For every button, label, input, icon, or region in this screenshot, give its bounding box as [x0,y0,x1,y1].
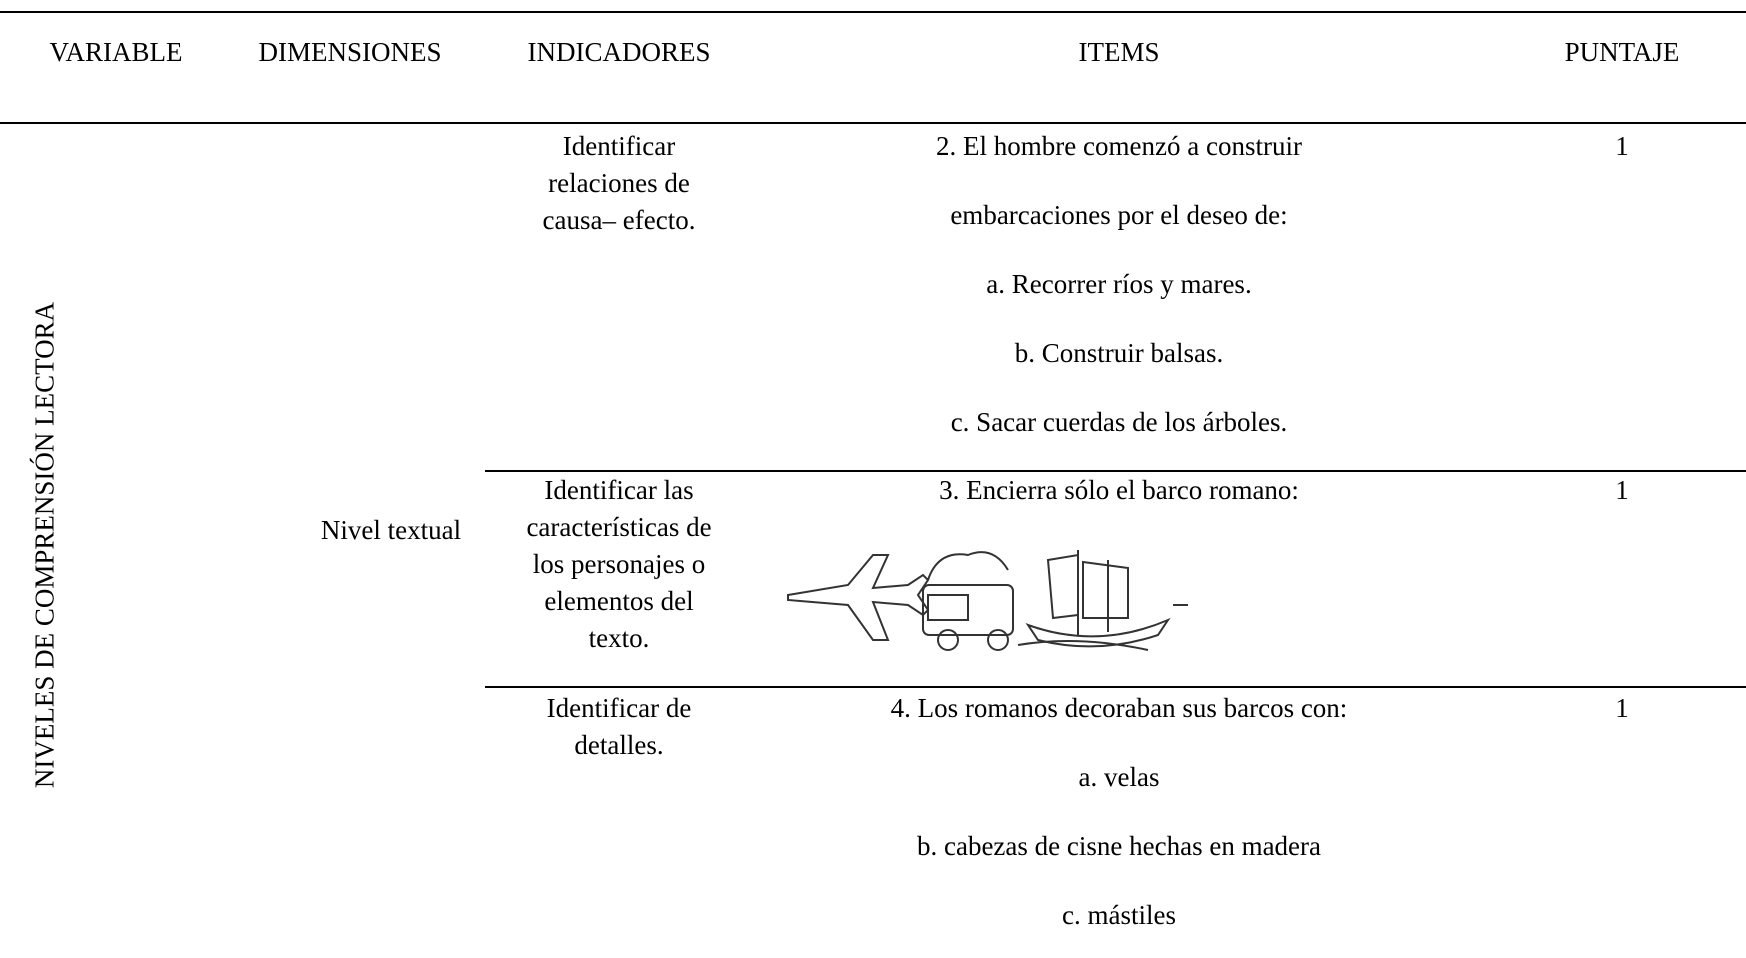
item-line: b. cabezas de cisne hechas en madera [916,831,1322,861]
item-line: 2. El hombre comenzó a construir [936,131,1302,161]
rule [0,11,1746,13]
item-line: b. Construir balsas. [1014,338,1224,368]
indicator: Identificar de detalles. [546,693,692,760]
dimension: Nivel textual [320,515,462,545]
rule [485,470,1746,472]
item-line: embarcaciones por el deseo de: [950,200,1288,230]
item-line: 3. Encierra sólo el barco romano: [939,475,1299,505]
rule [485,686,1746,688]
item-line: c. mástiles [1062,900,1176,930]
item-line: c. Sacar cuerdas de los árboles. [950,407,1288,437]
indicator: Identificar relaciones de causa– efecto. [542,131,696,235]
indicator: Identificar las características de los p… [526,475,712,653]
rule [0,122,1746,124]
column-header: DIMENSIONES [258,37,442,67]
score: 1 [1615,693,1629,723]
variable: NIVELES DE COMPRENSIÓN LECTORA [29,301,60,789]
images [787,550,1188,651]
item-line: 4. Los romanos decoraban sus barcos con: [890,693,1348,723]
score: 1 [1615,475,1629,505]
column-header: ITEMS [1078,37,1160,67]
score: 1 [1615,131,1629,161]
column-header: PUNTAJE [1564,37,1680,67]
column-header: INDICADORES [527,37,711,67]
item-line: a. velas [1078,762,1160,792]
item-line: a. Recorrer ríos y mares. [986,269,1252,299]
column-header: VARIABLE [49,37,183,67]
